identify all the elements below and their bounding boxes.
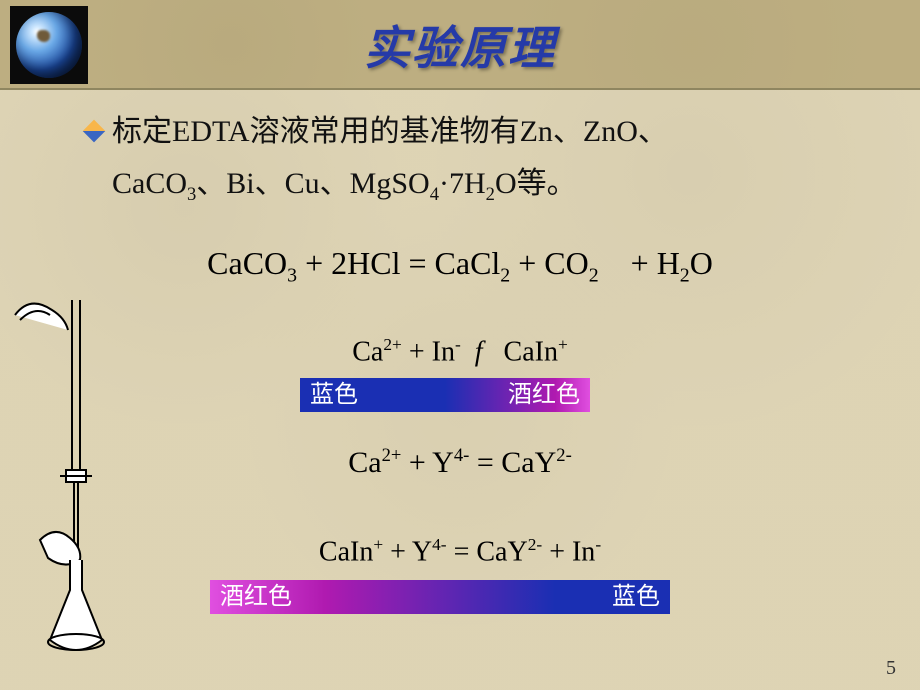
equation-4: CaIn+ + Y4- = CaY2- + In- (319, 535, 601, 568)
bar2-right-label: 蓝色 (612, 580, 660, 614)
color-bar-2: 酒红色 蓝色 (210, 580, 670, 614)
equation-1-wrap: CaCO3 + 2HCl = CaCl2 + CO2 + H2O (0, 245, 920, 287)
bar1-right-label: 酒红色 (508, 378, 580, 412)
bullet-text-2b: 、Bi、Cu、MgSO (196, 167, 429, 200)
color-bar-1: 蓝色 酒红色 (300, 378, 590, 412)
bullet-icon (83, 120, 106, 143)
equation-3: Ca2+ + Y4- = CaY2- (348, 445, 572, 480)
burette-illustration (10, 300, 140, 660)
page-number: 5 (886, 657, 896, 680)
bullet-dot: · (439, 167, 449, 200)
equation-2: Ca2+ + In- f CaIn+ (352, 335, 568, 368)
sub-2: 2 (486, 184, 495, 205)
bullet-7h: 7H (449, 167, 486, 200)
sub-3: 3 (187, 184, 196, 205)
bar2-left-label: 酒红色 (220, 580, 292, 614)
bullet-text-2a: CaCO (112, 167, 187, 200)
bullet-tail: O等。 (495, 167, 577, 200)
slide-title: 实验原理 (0, 12, 920, 78)
bullet-line-1: 标定EDTA溶液常用的基准物有Zn、ZnO、 (86, 106, 880, 157)
bullet-text-1: 标定EDTA溶液常用的基准物有Zn、ZnO、 (112, 115, 668, 148)
equation-1: CaCO3 + 2HCl = CaCl2 + CO2 + H2O (207, 245, 713, 287)
bullet-line-2: CaCO3、Bi、Cu、MgSO4·7H2O等。 (112, 158, 880, 211)
sub-4: 4 (430, 184, 439, 205)
bar1-left-label: 蓝色 (310, 378, 358, 412)
